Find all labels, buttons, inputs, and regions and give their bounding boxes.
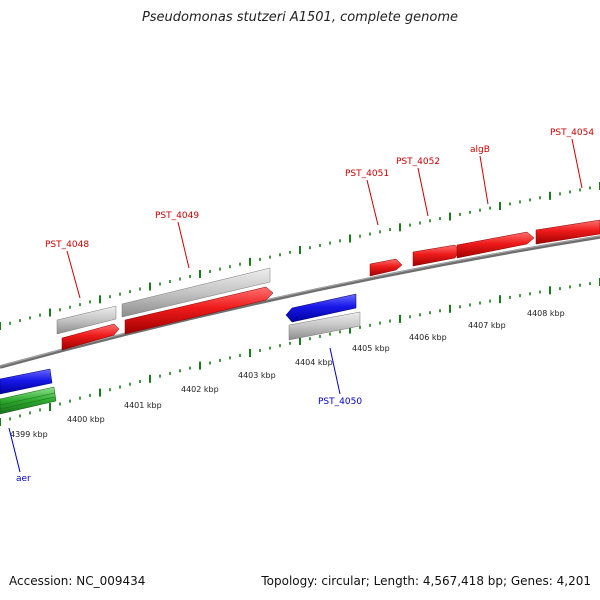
scale-label-4402: 4402 kbp — [181, 385, 219, 394]
scale-label-4399: 4399 kbp — [10, 430, 48, 439]
scale-labels: 4399 kbp 4400 kbp 4401 kbp 4402 kbp 4403… — [10, 309, 565, 439]
feature-gray-2[interactable] — [121, 267, 271, 318]
scale-label-4403: 4403 kbp — [238, 371, 276, 380]
feature-gray-3[interactable] — [288, 311, 361, 341]
label-pst4054[interactable]: PST_4054 — [550, 128, 594, 138]
scale-label-4404: 4404 kbp — [295, 358, 333, 367]
label-pst4048[interactable]: PST_4048 — [45, 240, 89, 250]
label-pst4049[interactable]: PST_4049 — [155, 211, 199, 221]
genome-backbone — [0, 235, 600, 369]
scale-label-4401: 4401 kbp — [124, 401, 162, 410]
gene-pst4054[interactable] — [535, 219, 600, 245]
gene-pst4050[interactable] — [285, 293, 357, 323]
feature-gray-1[interactable] — [56, 305, 117, 335]
scale-label-4400: 4400 kbp — [67, 415, 105, 424]
footer-stats: Topology: circular; Length: 4,567,418 bp… — [261, 574, 591, 588]
label-pst4050[interactable]: PST_4050 — [318, 397, 362, 407]
scale-label-4405: 4405 kbp — [352, 344, 390, 353]
gene-labels: PST_4048 PST_4049 PST_4051 PST_4052 algB… — [16, 128, 594, 484]
forward-tick-row — [0, 182, 600, 330]
gene-pst4049[interactable] — [124, 286, 274, 335]
label-pst4051[interactable]: PST_4051 — [345, 169, 389, 179]
gene-algb[interactable] — [456, 231, 535, 259]
footer-accession: Accession: NC_009434 — [9, 574, 146, 588]
reverse-tick-row — [0, 278, 600, 426]
gene-rna-green[interactable] — [0, 386, 57, 415]
gene-pst4048[interactable] — [61, 323, 120, 351]
map-title: Pseudomonas stutzeri A1501, complete gen… — [141, 10, 459, 25]
label-algb[interactable]: algB — [470, 145, 490, 155]
label-leaders — [8, 138, 583, 473]
scale-label-4406: 4406 kbp — [409, 333, 447, 342]
label-pst4052[interactable]: PST_4052 — [396, 157, 440, 167]
gene-aer[interactable] — [0, 368, 53, 395]
scale-label-4408: 4408 kbp — [527, 309, 565, 318]
gene-pst4051[interactable] — [369, 258, 403, 277]
label-aer[interactable]: aer — [16, 474, 31, 484]
scale-label-4407: 4407 kbp — [468, 321, 506, 330]
